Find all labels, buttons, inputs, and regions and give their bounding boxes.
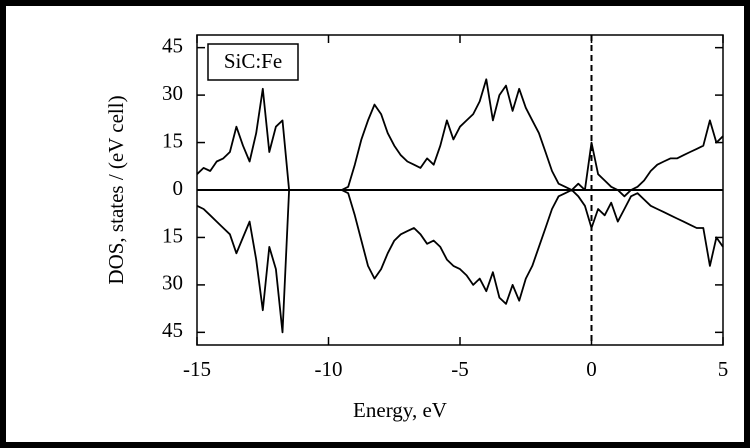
y-tick-label: 45: [162, 33, 183, 57]
y-tick-label: 15: [162, 128, 183, 152]
y-axis-label: DOS, states / (eV cell): [104, 95, 128, 284]
y-tick-label: 15: [162, 223, 183, 247]
y-tick-label: 30: [162, 271, 183, 295]
x-tick-label: -10: [315, 357, 343, 381]
dos-line: [196, 189, 724, 334]
x-tick-label: 0: [586, 357, 597, 381]
dos-line: [196, 78, 724, 198]
y-tick-label: 0: [173, 176, 184, 200]
annotation-box: [207, 43, 299, 81]
annotation: SiC:Fe: [224, 49, 282, 73]
x-tick-label: -5: [451, 357, 469, 381]
y-tick-label: 45: [162, 318, 183, 342]
y-tick-label: 30: [162, 81, 183, 105]
x-axis-label: Energy, eV: [353, 398, 447, 422]
x-tick-label: -15: [183, 357, 211, 381]
x-tick-label: 5: [718, 357, 729, 381]
